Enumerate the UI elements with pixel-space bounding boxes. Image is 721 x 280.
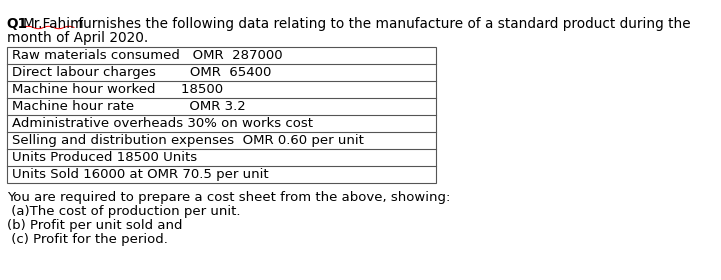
Text: Administrative overheads 30% on works cost: Administrative overheads 30% on works co… (12, 117, 312, 130)
Text: Raw materials consumed   OMR  287000: Raw materials consumed OMR 287000 (12, 49, 282, 62)
Text: Machine hour worked      18500: Machine hour worked 18500 (12, 83, 223, 96)
Text: You are required to prepare a cost sheet from the above, showing:: You are required to prepare a cost sheet… (6, 191, 450, 204)
Text: Machine hour rate             OMR 3.2: Machine hour rate OMR 3.2 (12, 100, 245, 113)
Text: Units Sold 16000 at OMR 70.5 per unit: Units Sold 16000 at OMR 70.5 per unit (12, 168, 268, 181)
Text: Selling and distribution expenses  OMR 0.60 per unit: Selling and distribution expenses OMR 0.… (12, 134, 363, 147)
Text: (b) Profit per unit sold and: (b) Profit per unit sold and (6, 219, 182, 232)
Text: Units Produced 18500 Units: Units Produced 18500 Units (12, 151, 197, 164)
Text: Q1: Q1 (6, 17, 27, 31)
Text: (a)The cost of production per unit.: (a)The cost of production per unit. (6, 205, 240, 218)
Text: Direct labour charges        OMR  65400: Direct labour charges OMR 65400 (12, 66, 271, 79)
Text: furnishes the following data relating to the manufacture of a standard product d: furnishes the following data relating to… (74, 17, 691, 31)
Bar (6, 47, 436, 183)
Text: (c) Profit for the period.: (c) Profit for the period. (6, 233, 167, 246)
Text: month of April 2020.: month of April 2020. (6, 31, 148, 45)
Text: Mr.Fahim: Mr.Fahim (23, 17, 84, 31)
